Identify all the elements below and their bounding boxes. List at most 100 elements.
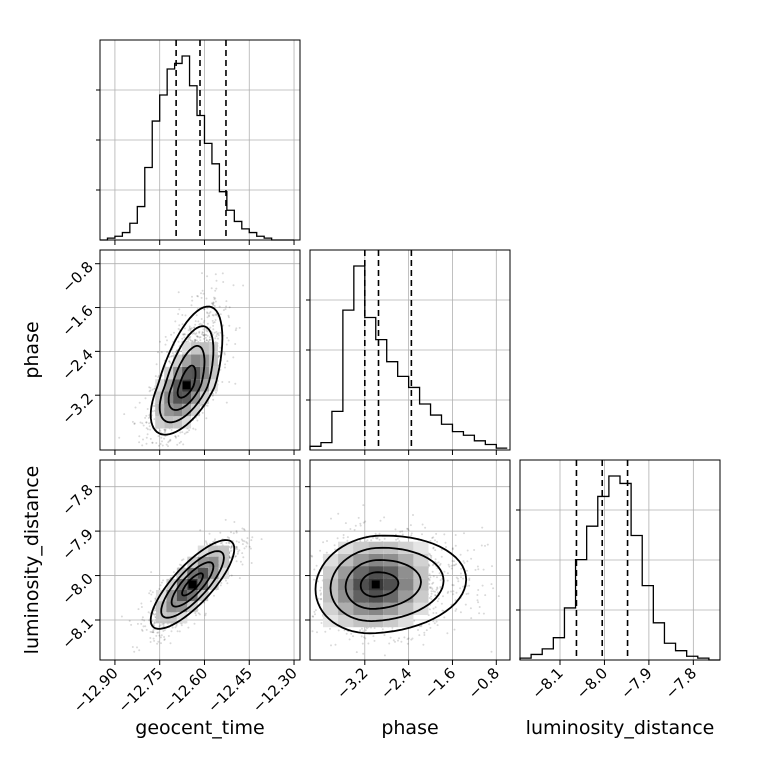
scatter-point	[159, 584, 162, 587]
x-tick-label: −12.75	[115, 664, 167, 716]
density-cell	[398, 615, 414, 628]
scatter-point	[362, 630, 365, 633]
scatter-point	[225, 300, 228, 303]
scatter-point	[406, 642, 409, 645]
scatter-point	[143, 619, 146, 622]
scatter-point	[455, 608, 458, 611]
scatter-point	[208, 532, 211, 535]
scatter-point	[226, 360, 229, 363]
scatter-point	[145, 436, 148, 439]
scatter-point	[474, 568, 477, 571]
scatter-point	[153, 405, 155, 407]
density-cell	[182, 403, 192, 417]
density-cell	[155, 416, 165, 429]
scatter-point	[238, 577, 241, 580]
scatter-point	[195, 314, 198, 317]
scatter-point	[228, 537, 231, 539]
scatter-point	[155, 363, 158, 366]
scatter-point	[316, 580, 319, 583]
scatter-point	[359, 522, 362, 525]
scatter-point	[454, 534, 457, 536]
scatter-point	[178, 308, 181, 311]
scatter-point	[455, 576, 458, 579]
scatter-point	[128, 619, 131, 622]
density-cell	[218, 545, 230, 557]
scatter-point	[134, 406, 137, 409]
scatter-point	[169, 439, 172, 442]
scatter-point	[182, 333, 185, 336]
scatter-point	[311, 615, 314, 618]
scatter-point	[242, 556, 245, 559]
scatter-point	[430, 555, 433, 557]
scatter-point	[482, 568, 485, 571]
scatter-point	[230, 531, 232, 534]
scatter-point	[431, 564, 434, 567]
x-tick-label: −12.45	[204, 664, 256, 716]
scatter-point	[446, 592, 449, 594]
scatter-point	[151, 441, 154, 444]
scatter-point	[394, 528, 397, 531]
scatter-point	[174, 626, 177, 629]
scatter-point	[431, 582, 434, 585]
scatter-point	[141, 422, 144, 425]
scatter-point	[155, 442, 158, 444]
histogram-luminosity_distance	[519, 475, 720, 661]
scatter-point	[149, 637, 152, 639]
scatter-point	[189, 338, 192, 341]
scatter-point	[439, 562, 442, 565]
scatter-point	[349, 528, 352, 530]
y-axis-label-1: phase	[21, 321, 43, 378]
scatter-point	[326, 540, 328, 542]
scatter-point	[429, 586, 431, 589]
scatter-point	[428, 578, 431, 581]
scatter-point	[406, 638, 409, 641]
scatter-point	[162, 579, 165, 582]
scatter-point	[214, 297, 217, 300]
density-cell	[413, 566, 429, 579]
scatter-point	[311, 630, 314, 633]
scatter-point	[219, 346, 222, 349]
scatter-point	[440, 548, 443, 551]
scatter-point	[177, 313, 180, 315]
scatter-point	[362, 504, 365, 507]
density-cell	[166, 601, 177, 613]
scatter-point	[198, 336, 201, 339]
density-cell	[398, 566, 414, 579]
scatter-point	[204, 333, 207, 336]
scatter-point	[197, 320, 200, 323]
scatter-point	[215, 279, 218, 282]
scatter-point	[145, 421, 148, 424]
x-tick-label: −2.4	[377, 664, 415, 702]
density-cell	[413, 541, 429, 554]
scatter-point	[453, 564, 456, 567]
scatter-point	[188, 327, 191, 330]
scatter-point	[188, 429, 191, 432]
scatter-point	[457, 580, 460, 583]
scatter-point	[169, 642, 172, 645]
scatter-point	[443, 616, 446, 619]
scatter-point	[199, 529, 202, 532]
density-cell	[398, 578, 414, 591]
scatter-point	[163, 428, 166, 431]
scatter-point	[436, 591, 439, 594]
scatter-point	[204, 336, 207, 339]
scatter-point	[364, 520, 367, 523]
scatter-point	[149, 589, 152, 592]
scatter-point	[324, 630, 327, 633]
scatter-point	[201, 331, 204, 334]
scatter-point	[177, 435, 180, 437]
scatter-point	[437, 561, 440, 564]
scatter-point	[205, 417, 208, 420]
scatter-point	[219, 584, 222, 587]
scatter-point	[175, 436, 177, 439]
scatter-point	[476, 599, 479, 602]
scatter-point	[350, 632, 353, 635]
scatter-point	[212, 301, 215, 304]
scatter-point	[235, 531, 238, 534]
scatter-point	[206, 334, 209, 337]
scatter-point	[436, 587, 439, 590]
contour-geocent_time-phase-1	[167, 345, 206, 411]
scatter-point	[234, 546, 237, 548]
scatter-point	[178, 324, 181, 327]
scatter-point	[139, 421, 142, 424]
